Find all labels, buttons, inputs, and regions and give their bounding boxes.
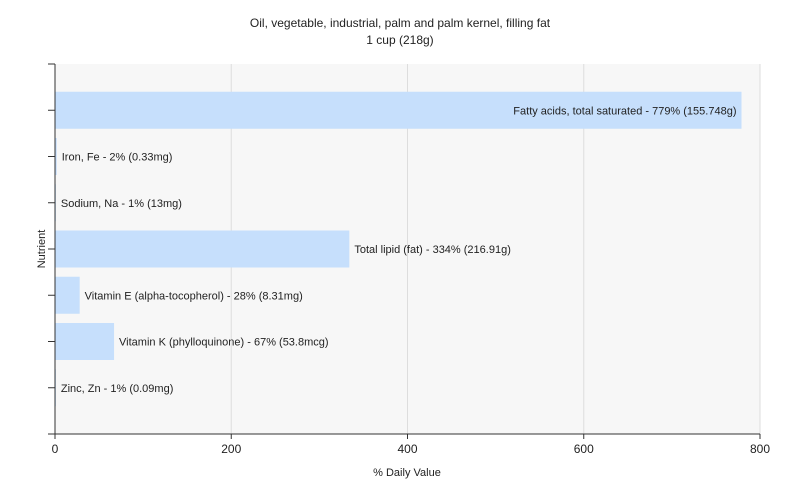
bar-label: Sodium, Na - 1% (13mg) [61,198,182,210]
x-tick-label: 200 [221,442,241,456]
bar [55,91,742,129]
bar-labels: Fatty acids, total saturated - 779% (155… [61,105,737,395]
bar-label: Total lipid (fat) - 334% (216.91g) [354,244,511,256]
x-tick-label: 400 [397,442,417,456]
chart-subtitle: 1 cup (218g) [366,33,433,47]
y-axis-label: Nutrient [36,230,48,269]
bar-label: Vitamin K (phylloquinone) - 67% (53.8mcg… [119,337,329,349]
bar [55,276,80,314]
bar [55,323,115,360]
bar-label: Fatty acids, total saturated - 779% (155… [513,105,736,117]
x-axis-label: % Daily Value [373,467,441,479]
x-tick-label: 800 [750,442,770,456]
x-tick-label: 600 [574,442,594,456]
chart-title: Oil, vegetable, industrial, palm and pal… [250,16,551,30]
bar-label: Iron, Fe - 2% (0.33mg) [62,152,173,164]
bar-label: Vitamin E (alpha-tocopherol) - 28% (8.31… [85,290,303,302]
bars [55,91,742,407]
x-tick-label: 0 [52,442,59,456]
bar-label: Zinc, Zn - 1% (0.09mg) [61,383,173,395]
x-ticks: 0 200 400 600 800 [52,434,770,456]
bar [55,138,57,175]
bar [55,230,350,268]
